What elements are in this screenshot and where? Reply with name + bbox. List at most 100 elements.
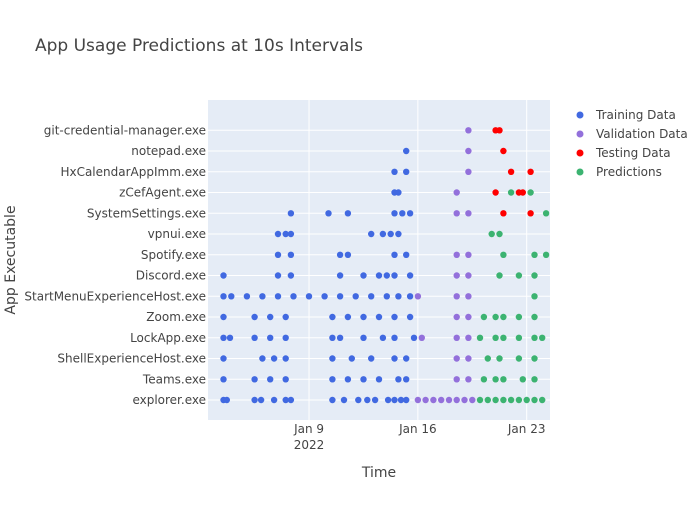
data-point — [527, 210, 534, 217]
data-point — [371, 396, 379, 404]
data-point — [383, 272, 390, 279]
data-point — [430, 396, 437, 404]
legend-item-label[interactable]: Predictions — [596, 165, 662, 179]
legend-item-label[interactable]: Validation Data — [596, 127, 688, 141]
data-point — [496, 127, 503, 134]
data-point — [465, 313, 472, 321]
data-point — [391, 334, 398, 341]
data-point — [228, 293, 235, 300]
data-point — [406, 293, 414, 300]
data-point — [515, 334, 523, 341]
data-point — [414, 293, 422, 300]
data-point — [397, 396, 405, 404]
data-point — [336, 334, 344, 341]
data-point — [484, 355, 491, 362]
legend[interactable]: Training Data Validation Data Testing Data… — [576, 108, 688, 179]
data-point — [492, 313, 499, 321]
data-point — [500, 376, 507, 383]
data-point — [453, 396, 460, 404]
data-point — [384, 396, 392, 404]
data-point — [391, 210, 398, 217]
data-point — [395, 230, 402, 238]
data-point — [465, 376, 472, 383]
data-point — [274, 251, 282, 258]
y-tick-label: notepad.exe — [131, 144, 206, 158]
data-point — [465, 127, 472, 134]
data-point — [329, 334, 336, 341]
data-point — [379, 334, 387, 341]
data-point — [531, 355, 538, 362]
data-point — [476, 334, 484, 341]
data-point — [375, 313, 383, 321]
data-point — [515, 396, 523, 404]
data-point — [360, 272, 367, 279]
data-point — [282, 376, 289, 383]
data-point — [251, 376, 258, 383]
data-point — [274, 230, 282, 238]
data-point — [542, 210, 550, 217]
data-point — [344, 313, 352, 321]
data-point — [422, 396, 429, 404]
y-axis-title: App Executable — [3, 205, 19, 314]
data-point — [267, 334, 274, 341]
data-point — [282, 396, 289, 404]
data-point — [418, 334, 425, 341]
data-point — [223, 396, 230, 404]
data-point — [267, 313, 274, 321]
data-point — [492, 376, 499, 383]
legend-marker — [576, 149, 584, 157]
data-point — [453, 251, 460, 258]
data-point — [453, 355, 460, 362]
data-point — [360, 334, 367, 341]
data-point — [220, 272, 227, 279]
data-point — [531, 251, 538, 258]
data-point — [465, 210, 472, 217]
data-point — [329, 355, 336, 362]
data-point — [282, 230, 289, 238]
data-point — [406, 210, 414, 217]
data-point — [348, 355, 355, 362]
data-point — [410, 334, 418, 341]
data-point — [531, 376, 538, 383]
data-point — [496, 355, 503, 362]
data-point — [243, 293, 251, 300]
data-point — [364, 396, 371, 404]
data-point — [403, 251, 410, 258]
data-point — [375, 376, 383, 383]
data-point — [340, 396, 348, 404]
data-point — [355, 396, 362, 404]
data-point — [500, 210, 507, 217]
data-point — [391, 313, 398, 321]
data-point — [453, 313, 460, 321]
legend-item-label[interactable]: Training Data — [595, 108, 676, 122]
y-tick-label: Zoom.exe — [146, 310, 206, 324]
data-point — [274, 293, 282, 300]
data-point — [403, 147, 410, 155]
data-point — [531, 272, 538, 279]
data-point — [403, 376, 410, 383]
data-point — [480, 376, 488, 383]
y-axis-tick-labels: explorer.exe Teams.exe ShellExperienceHost… — [24, 123, 206, 407]
data-point — [391, 251, 398, 258]
data-point — [329, 396, 336, 404]
data-point — [465, 168, 472, 175]
data-point — [325, 210, 332, 217]
data-point — [399, 210, 406, 217]
data-point — [220, 293, 227, 300]
data-point — [469, 396, 476, 404]
data-point — [438, 396, 445, 404]
data-point — [251, 313, 258, 321]
data-point — [290, 293, 297, 300]
data-point — [360, 376, 367, 383]
y-tick-label: ShellExperienceHost.exe — [57, 352, 206, 366]
data-point — [259, 293, 266, 300]
legend-item-label[interactable]: Testing Data — [595, 146, 671, 160]
x-tick-label: Jan 9 — [293, 422, 324, 436]
data-point — [282, 313, 289, 321]
data-point — [539, 396, 546, 404]
data-point — [445, 396, 453, 404]
data-point — [383, 293, 390, 300]
data-point — [287, 251, 295, 258]
data-point — [500, 396, 507, 404]
